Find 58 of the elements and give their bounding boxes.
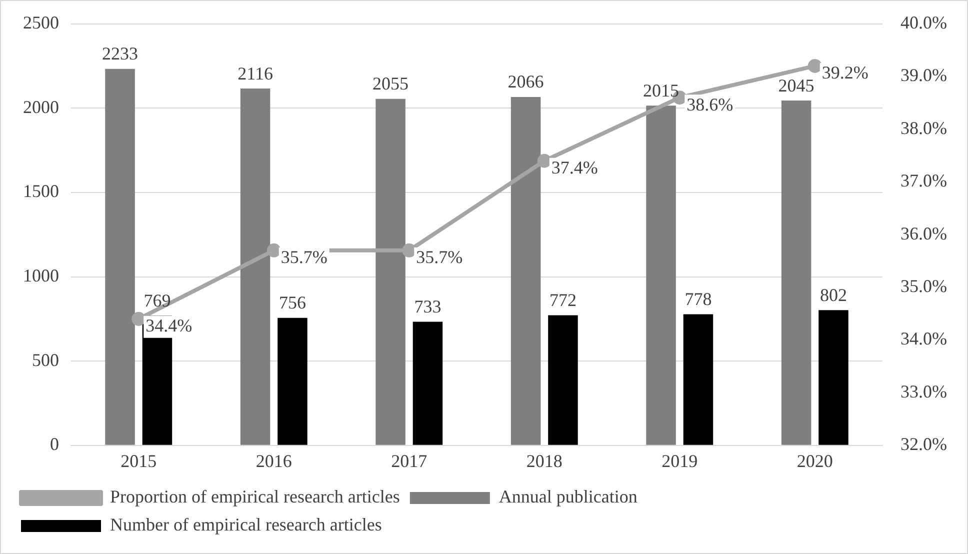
- data-label: 38.6%: [686, 94, 734, 114]
- bar: [683, 314, 714, 445]
- data-label: 769: [144, 290, 171, 310]
- y-tick-label: 2500: [23, 12, 59, 33]
- bar: [412, 322, 443, 445]
- bar: [781, 100, 812, 445]
- point: [132, 312, 146, 326]
- bar: [548, 315, 578, 445]
- point: [266, 243, 281, 258]
- data-label: 2116: [238, 63, 273, 84]
- bar: [278, 318, 308, 445]
- y-tick-label: 1000: [23, 265, 59, 286]
- x-tick-label: 2015: [120, 450, 157, 471]
- y-tick-label: 500: [32, 350, 59, 370]
- bar: [376, 98, 406, 445]
- bar: [105, 68, 135, 445]
- legend-label: Proportion of empirical research articles: [110, 486, 400, 507]
- data-label: 34.4%: [146, 316, 192, 336]
- legend-label: Annual publication: [498, 486, 638, 507]
- x-tick-label: 2018: [526, 450, 562, 471]
- x-tick-label: 2020: [796, 450, 833, 471]
- bar: [646, 106, 676, 445]
- y2-tick-label: 36.0%: [900, 223, 948, 244]
- y-tick-label: 0: [50, 434, 59, 454]
- x-tick-label: 2016: [256, 450, 292, 471]
- data-label: 756: [278, 292, 306, 313]
- data-label: 733: [414, 296, 442, 317]
- y2-tick-label: 35.0%: [900, 276, 948, 296]
- data-label: 2233: [102, 44, 138, 64]
- data-label: 778: [684, 288, 712, 309]
- data-label: 2045: [778, 75, 814, 96]
- data-label: 2015: [643, 80, 680, 100]
- y2-tick-label: 39.0%: [900, 65, 948, 86]
- bar: [240, 88, 270, 445]
- bar: [818, 310, 848, 445]
- bar: [510, 96, 541, 445]
- x-tick-label: 2017: [391, 450, 428, 471]
- y2-tick-label: 33.0%: [900, 381, 948, 402]
- y2-tick-label: 34.0%: [900, 328, 948, 349]
- data-label: 2055: [372, 74, 409, 94]
- point: [808, 58, 822, 73]
- y-tick-label: 2000: [23, 96, 59, 117]
- point: [402, 243, 416, 258]
- y2-tick-label: 32.0%: [900, 434, 948, 454]
- point: [537, 154, 552, 168]
- legend-label: Number of empirical research articles: [110, 514, 382, 535]
- data-label: 35.7%: [416, 247, 463, 268]
- y2-tick-label: 38.0%: [900, 118, 948, 138]
- data-label: 2066: [508, 72, 544, 92]
- y2-tick-label: 40.0%: [900, 12, 948, 33]
- data-label: 39.2%: [822, 62, 868, 83]
- data-label: 772: [549, 290, 576, 310]
- y-tick-label: 1500: [23, 181, 59, 202]
- data-label: 802: [820, 284, 847, 305]
- y2-tick-label: 37.0%: [900, 170, 948, 191]
- data-label: 35.7%: [280, 247, 328, 268]
- x-tick-label: 2019: [662, 450, 698, 471]
- data-label: 37.4%: [551, 158, 598, 178]
